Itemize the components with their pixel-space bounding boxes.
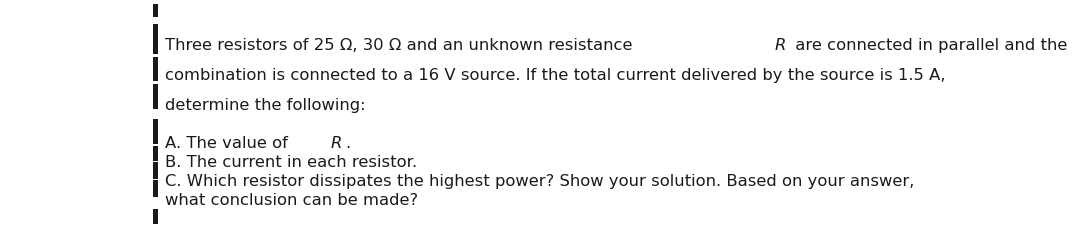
- Bar: [152, 58, 158, 82]
- Text: are connected in parallel and the: are connected in parallel and the: [789, 38, 1067, 53]
- Text: what conclusion can be made?: what conclusion can be made?: [165, 192, 418, 207]
- Bar: [152, 5, 158, 18]
- Text: C. Which resistor dissipates the highest power? Show your solution. Based on you: C. Which resistor dissipates the highest…: [165, 173, 915, 188]
- Bar: [152, 209, 158, 224]
- Text: Three resistors of 25 Ω, 30 Ω and an unknown resistance: Three resistors of 25 Ω, 30 Ω and an unk…: [165, 38, 638, 53]
- Text: A. The value of: A. The value of: [165, 135, 293, 150]
- Bar: [152, 180, 158, 197]
- Bar: [152, 25, 158, 55]
- Text: B. The current in each resistor.: B. The current in each resistor.: [165, 154, 417, 169]
- Bar: [152, 162, 158, 179]
- Text: R: R: [775, 38, 786, 53]
- Text: .: .: [345, 135, 350, 150]
- Bar: [152, 146, 158, 161]
- Text: determine the following:: determine the following:: [165, 98, 365, 113]
- Text: R: R: [330, 135, 341, 150]
- Bar: [152, 119, 158, 144]
- Bar: [152, 85, 158, 109]
- Text: combination is connected to a 16 V source. If the total current delivered by the: combination is connected to a 16 V sourc…: [165, 68, 945, 83]
